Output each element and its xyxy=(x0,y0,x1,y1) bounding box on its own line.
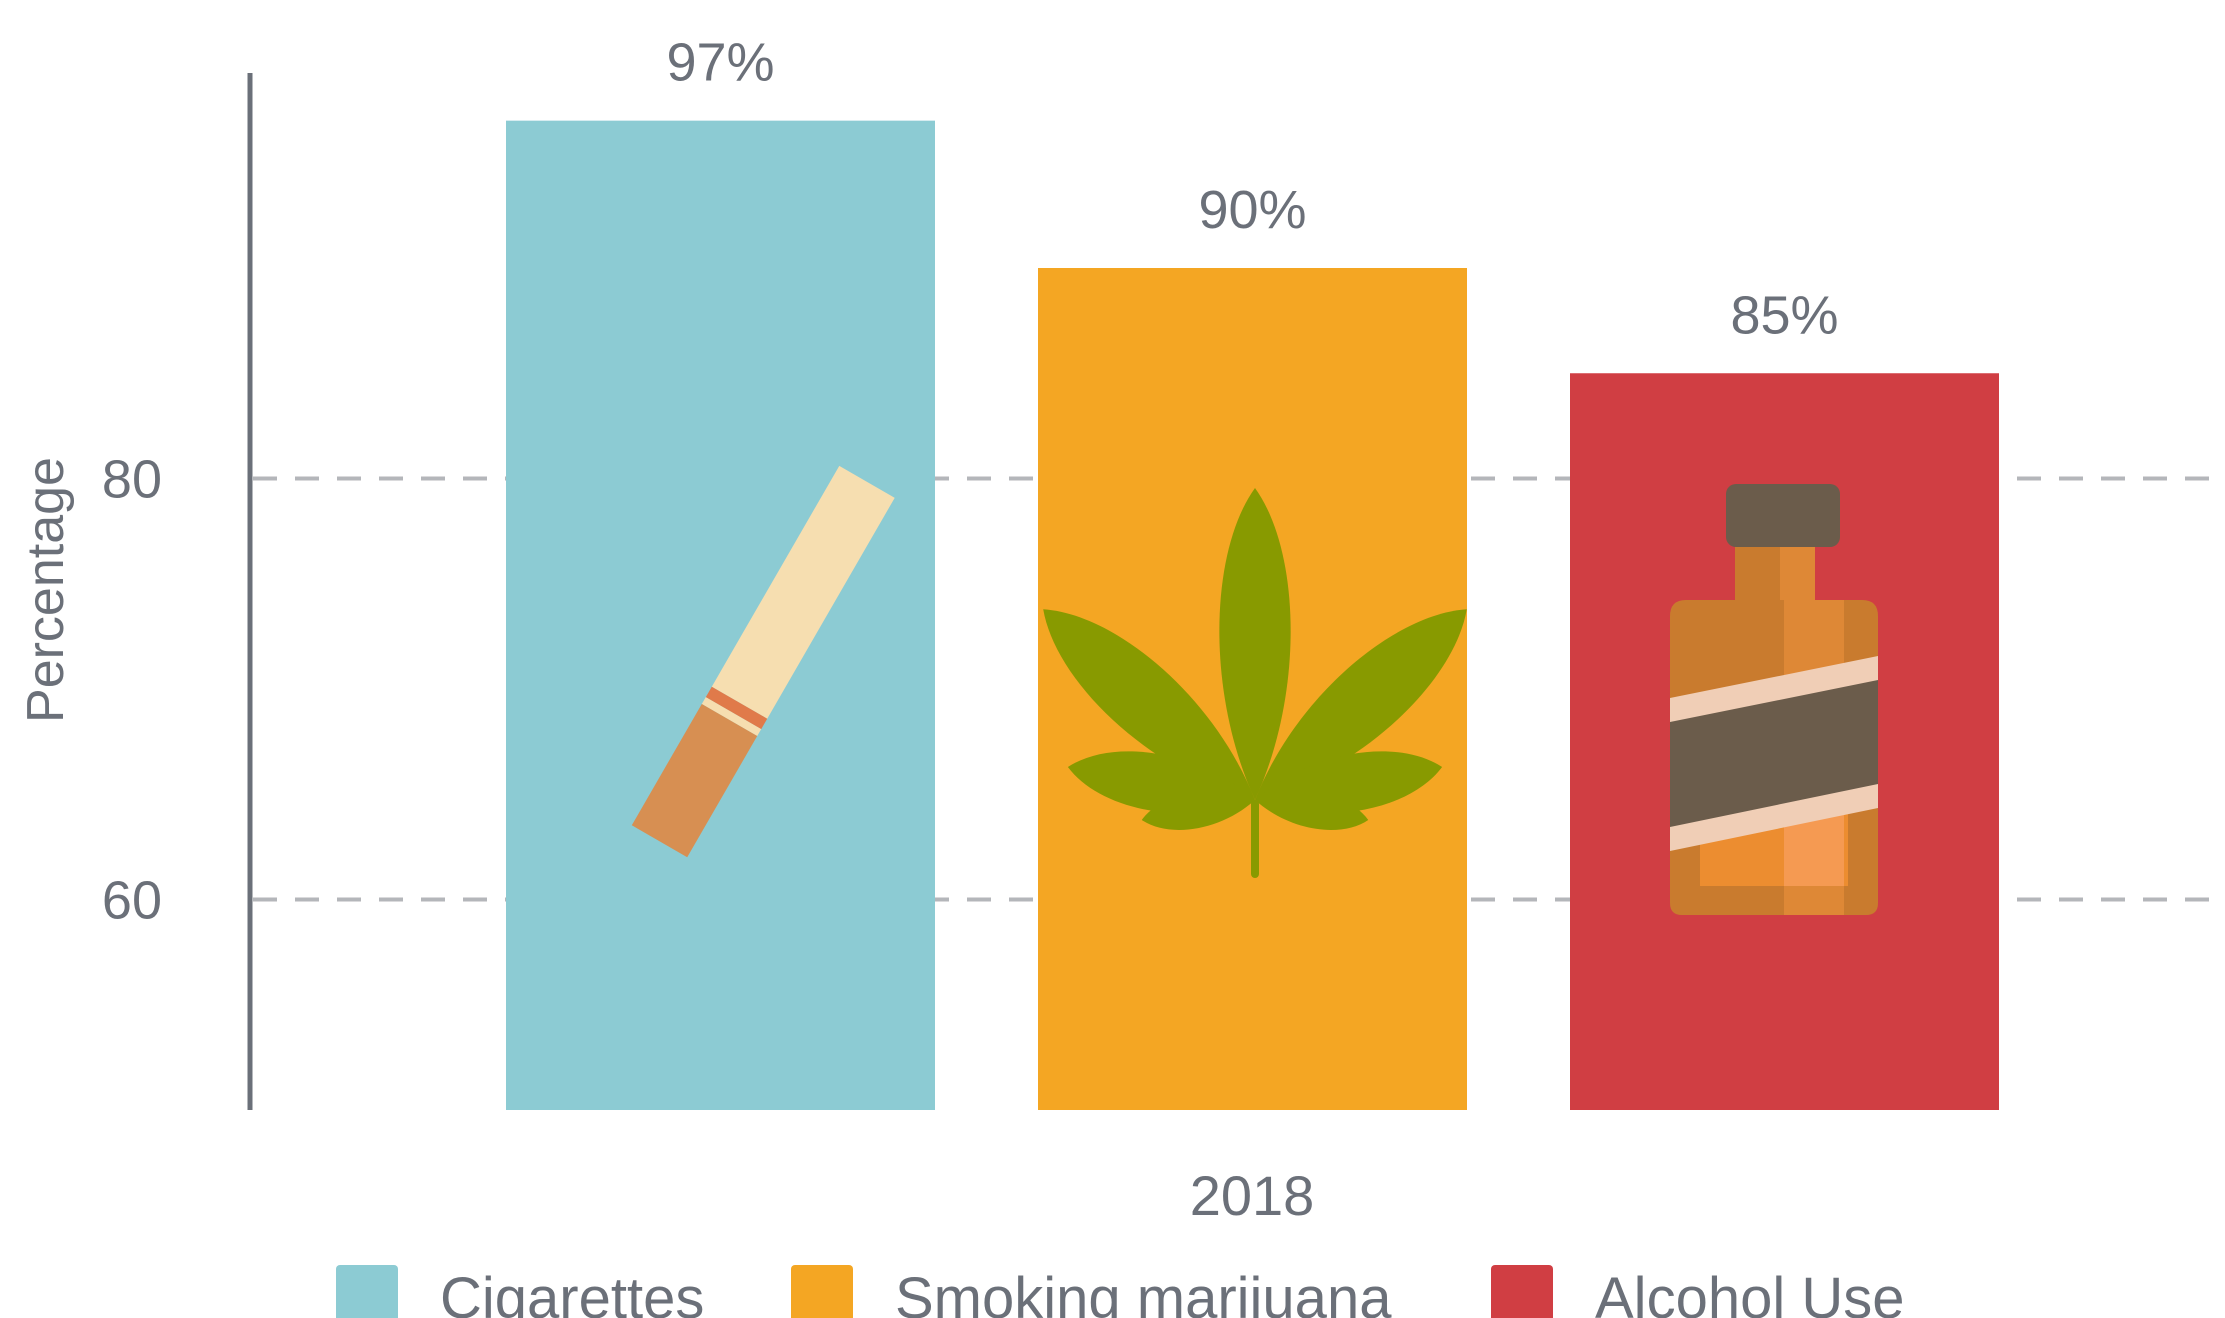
x-category-label: 2018 xyxy=(1190,1164,1315,1227)
legend: Cigarettes Smoking marijuana Alcohol Use xyxy=(336,1265,1904,1318)
legend-swatch-smoking-marijuana xyxy=(791,1265,853,1318)
value-label-cigarettes: 97% xyxy=(666,33,774,93)
cigarette-icon xyxy=(631,465,895,858)
legend-label-alcohol-use: Alcohol Use xyxy=(1595,1266,1904,1318)
y-tick-label-80: 80 xyxy=(102,450,162,510)
legend-label-smoking-marijuana: Smoking marijuana xyxy=(895,1266,1392,1318)
y-tick-label-60: 60 xyxy=(102,871,162,931)
legend-label-cigarettes: Cigarettes xyxy=(440,1266,704,1318)
cannabis-leaf-icon xyxy=(1043,488,1467,878)
y-axis-title: Percentage xyxy=(17,457,75,723)
value-label-alcohol-use: 85% xyxy=(1730,285,1838,345)
value-labels: 97% 90% 85% xyxy=(666,33,1838,346)
legend-swatch-alcohol-use xyxy=(1491,1265,1553,1318)
bar-cigarettes[interactable] xyxy=(506,120,935,1110)
legend-swatch-cigarettes xyxy=(336,1265,398,1318)
legend-item-smoking-marijuana[interactable]: Smoking marijuana xyxy=(791,1265,1392,1318)
y-ticks: 60 80 xyxy=(102,450,162,931)
liquor-bottle-icon xyxy=(1670,484,1878,915)
legend-item-alcohol-use[interactable]: Alcohol Use xyxy=(1491,1265,1904,1318)
bar-icons xyxy=(631,465,1878,915)
legend-item-cigarettes[interactable]: Cigarettes xyxy=(336,1265,704,1318)
value-label-smoking-marijuana: 90% xyxy=(1198,180,1306,240)
